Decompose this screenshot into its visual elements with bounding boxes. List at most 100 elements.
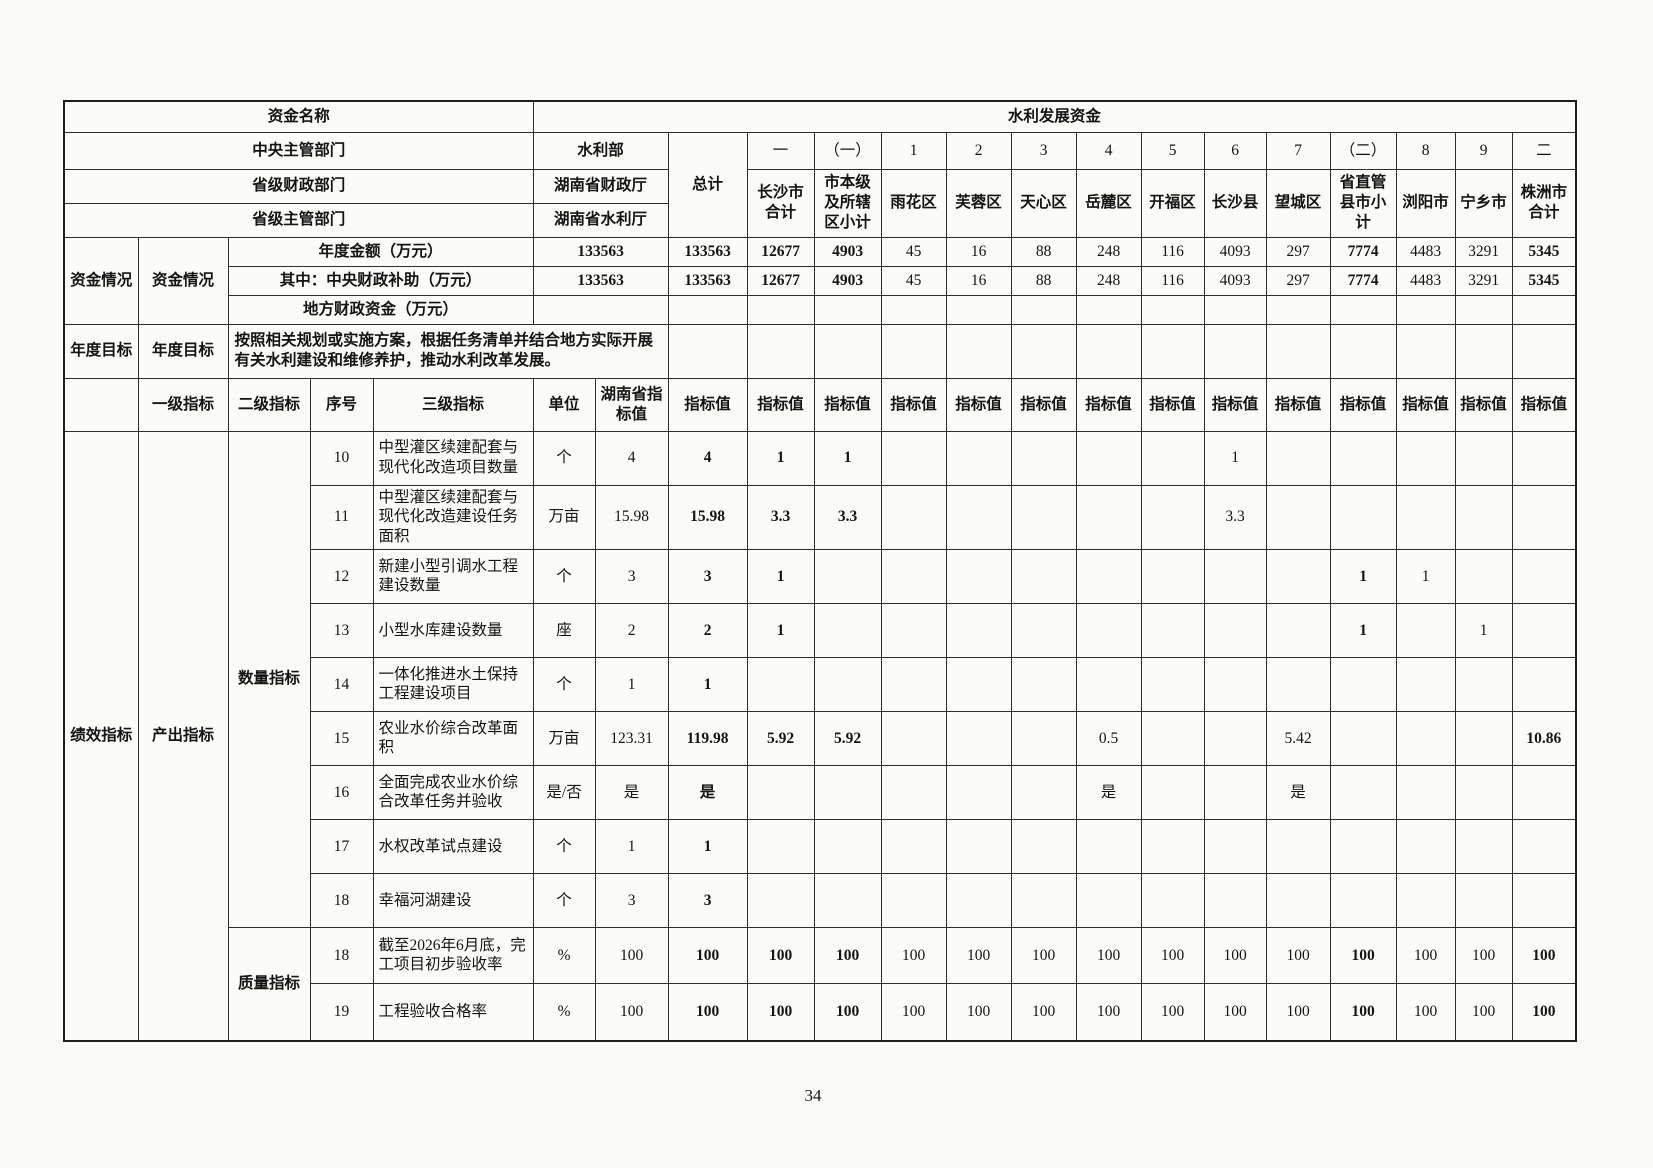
value-cell <box>1010 548 1077 604</box>
value-cell: 100 <box>1329 926 1397 984</box>
province-value: 4 <box>594 430 669 486</box>
fund-value <box>1203 294 1267 325</box>
value-cell <box>1511 764 1577 820</box>
province-value: 是 <box>594 764 669 820</box>
fund-value: 133563 <box>667 236 748 267</box>
value-cell <box>1075 548 1142 604</box>
value-cell <box>1010 656 1077 712</box>
fund-value: 88 <box>1010 236 1077 267</box>
value-cell <box>1329 484 1397 550</box>
value-cell <box>1395 656 1456 712</box>
indicator-name: 中型灌区续建配套与现代化改造建设任务面积 <box>372 484 534 550</box>
value-cell <box>1395 710 1456 766</box>
value-cell <box>880 430 947 486</box>
seq-cell: 11 <box>309 484 374 550</box>
region-header: 芙蓉区 <box>945 168 1012 238</box>
province-header: 湖南省指标值 <box>594 377 669 432</box>
seq-cell: 16 <box>309 764 374 820</box>
value-cell <box>1511 656 1577 712</box>
group-code: 3 <box>1010 131 1077 170</box>
value-cell <box>1511 430 1577 486</box>
central-dept-label: 中央主管部门 <box>63 131 534 170</box>
value-cell <box>1329 430 1397 486</box>
value-cell <box>1511 602 1577 658</box>
value-cell <box>880 602 947 658</box>
value-cell <box>880 548 947 604</box>
value-cell: 100 <box>880 926 947 984</box>
value-header: 指标值 <box>945 377 1012 432</box>
value-cell: 100 <box>813 982 882 1042</box>
value-cell <box>746 872 815 928</box>
value-cell <box>1010 484 1077 550</box>
fund-value: 4483 <box>1395 265 1456 296</box>
region-header: 望城区 <box>1265 168 1331 238</box>
value-cell <box>1203 656 1267 712</box>
fund-value: 7774 <box>1329 265 1397 296</box>
value-cell: 100 <box>746 982 815 1042</box>
value-cell: 119.98 <box>667 710 748 766</box>
fund-value <box>945 294 1012 325</box>
value-cell <box>1454 818 1513 874</box>
unit-cell: 个 <box>532 430 596 486</box>
value-cell: 100 <box>945 926 1012 984</box>
value-cell <box>1265 656 1331 712</box>
fund-section-sublabel: 资金情况 <box>137 236 229 325</box>
value-header: 指标值 <box>746 377 815 432</box>
region-header: 市本级及所辖区小计 <box>813 168 882 238</box>
value-cell <box>1010 764 1077 820</box>
value-cell <box>1265 602 1331 658</box>
value-cell <box>1395 484 1456 550</box>
value-cell <box>1511 872 1577 928</box>
value-cell: 100 <box>1140 926 1205 984</box>
value-cell: 1 <box>667 656 748 712</box>
unit-header: 单位 <box>532 377 596 432</box>
group-code: 6 <box>1203 131 1267 170</box>
fund-value <box>1075 294 1142 325</box>
value-cell <box>945 484 1012 550</box>
group-code: 一 <box>746 131 815 170</box>
provincial-dept-label: 省级主管部门 <box>63 202 534 238</box>
fund-value: 4093 <box>1203 236 1267 267</box>
fund-value: 116 <box>1140 236 1205 267</box>
value-cell <box>746 818 815 874</box>
value-cell <box>945 710 1012 766</box>
goal-section-label: 年度目标 <box>63 323 139 379</box>
provincial-finance-dept-value: 湖南省财政厅 <box>532 168 669 204</box>
perf-section-label: 绩效指标 <box>63 430 139 1042</box>
indicator-name: 一体化推进水土保持工程建设项目 <box>372 656 534 712</box>
fund-province-value: 133563 <box>532 236 669 267</box>
group-code: 二 <box>1511 131 1577 170</box>
empty-cell <box>63 377 139 432</box>
value-cell <box>1010 430 1077 486</box>
seq-cell: 12 <box>309 548 374 604</box>
value-cell <box>1454 430 1513 486</box>
region-header: 省直管县市小计 <box>1329 168 1397 238</box>
seq-cell: 15 <box>309 710 374 766</box>
value-cell: 100 <box>1203 982 1267 1042</box>
province-value: 2 <box>594 602 669 658</box>
value-cell: 1 <box>1454 602 1513 658</box>
value-cell <box>1454 764 1513 820</box>
fund-value <box>1329 294 1397 325</box>
value-cell <box>1265 484 1331 550</box>
province-value: 1 <box>594 656 669 712</box>
region-header: 浏阳市 <box>1395 168 1456 238</box>
unit-cell: 个 <box>532 548 596 604</box>
value-cell: 100 <box>1454 926 1513 984</box>
empty-cell <box>746 323 815 379</box>
empty-cell <box>1265 323 1331 379</box>
value-cell <box>880 484 947 550</box>
value-cell <box>1075 872 1142 928</box>
fund-value <box>1454 294 1513 325</box>
value-cell <box>1010 872 1077 928</box>
value-cell <box>1511 484 1577 550</box>
value-cell: 15.98 <box>667 484 748 550</box>
value-cell: 100 <box>1395 982 1456 1042</box>
value-cell: 1 <box>746 430 815 486</box>
region-header: 雨花区 <box>880 168 947 238</box>
value-cell <box>945 656 1012 712</box>
value-cell <box>880 872 947 928</box>
value-cell <box>880 656 947 712</box>
value-cell <box>1395 764 1456 820</box>
value-cell: 1 <box>1329 602 1397 658</box>
